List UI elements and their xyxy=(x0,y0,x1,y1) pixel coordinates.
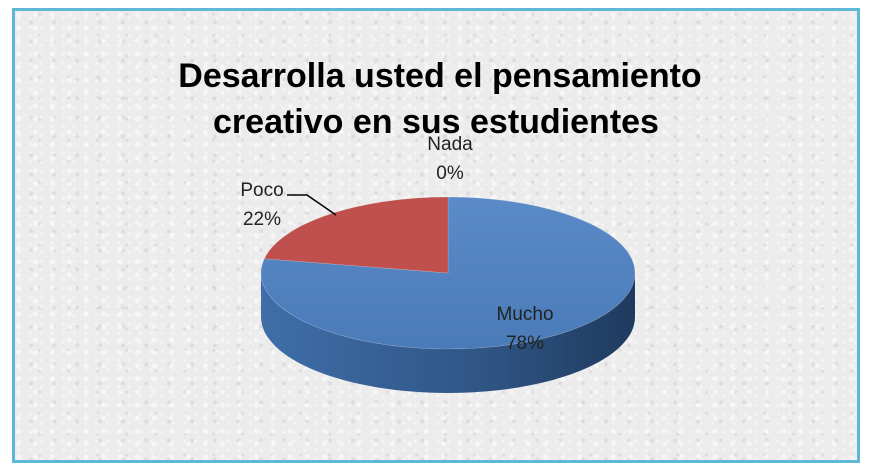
data-label-mucho-category: Mucho xyxy=(496,304,553,325)
pie-chart: Desarrolla usted el pensamiento creativo… xyxy=(178,57,702,393)
pie-slice-mucho xyxy=(260,196,636,350)
chart-frame: Desarrolla usted el pensamiento creativo… xyxy=(12,8,860,463)
chart-title-line-2: creativo en sus estudientes xyxy=(213,103,659,141)
leader-line-poco xyxy=(287,194,337,216)
data-label-mucho-value: 78% xyxy=(506,333,544,354)
data-label-nada-value: 0% xyxy=(436,163,464,184)
chart-title-line-1: Desarrolla usted el pensamiento xyxy=(178,57,701,95)
pie-slice-poco xyxy=(263,196,449,274)
data-label-poco-value: 22% xyxy=(243,209,281,230)
pie-layer xyxy=(260,196,636,393)
data-label-nada-category: Nada xyxy=(427,134,473,155)
data-label-poco-category: Poco xyxy=(240,180,283,201)
label-layer: Mucho 78% Poco 22% Nada 0% xyxy=(240,134,553,354)
pie-side-mucho xyxy=(261,273,635,393)
